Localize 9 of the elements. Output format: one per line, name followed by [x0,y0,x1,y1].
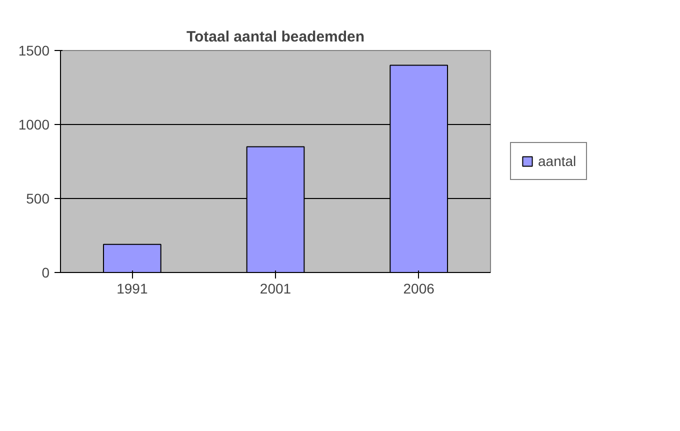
x-tick-label: 2006 [403,280,435,296]
x-tick-label: 2001 [260,280,292,296]
y-tick-label: 500 [26,190,50,206]
chart-title: Totaal aantal beademden [186,28,365,46]
legend-label: aantal [538,153,576,169]
y-tick-label: 1000 [18,116,50,132]
x-tick-label: 1991 [116,280,148,296]
y-tick-label: 0 [42,264,50,280]
y-tick-label: 1500 [18,42,50,58]
